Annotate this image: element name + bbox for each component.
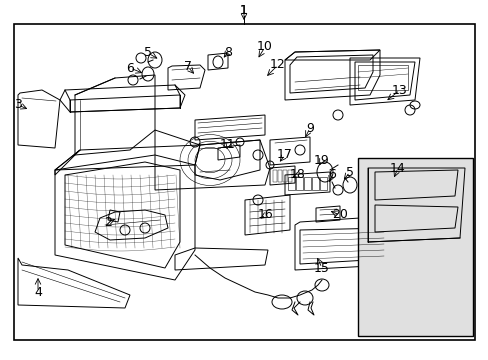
Text: 1: 1 xyxy=(240,4,247,17)
Text: 12: 12 xyxy=(269,58,285,72)
Bar xyxy=(304,177,310,190)
Text: 17: 17 xyxy=(277,148,292,162)
Bar xyxy=(272,170,276,182)
Text: 7: 7 xyxy=(183,60,192,73)
Text: 18: 18 xyxy=(289,168,305,181)
Bar xyxy=(287,170,291,182)
Bar xyxy=(357,158,472,336)
Bar xyxy=(14,24,474,340)
Text: 13: 13 xyxy=(391,84,407,96)
Text: 9: 9 xyxy=(305,122,313,135)
Text: 19: 19 xyxy=(313,153,329,166)
Text: 3: 3 xyxy=(14,99,22,112)
Bar xyxy=(283,170,286,182)
Text: 8: 8 xyxy=(224,45,231,58)
Bar xyxy=(278,170,282,182)
Text: 11: 11 xyxy=(220,139,235,152)
Text: 15: 15 xyxy=(313,261,329,274)
Bar xyxy=(287,177,294,190)
Text: 20: 20 xyxy=(331,208,347,221)
Text: 10: 10 xyxy=(257,40,272,54)
Text: 5: 5 xyxy=(346,166,353,179)
Text: 16: 16 xyxy=(258,208,273,221)
Text: 2: 2 xyxy=(104,216,112,229)
Bar xyxy=(357,65,407,90)
Bar xyxy=(295,177,303,190)
Text: 14: 14 xyxy=(389,162,405,175)
Text: 4: 4 xyxy=(34,285,42,298)
Text: 5: 5 xyxy=(143,46,152,59)
Bar xyxy=(319,177,326,190)
Text: 1: 1 xyxy=(240,4,247,17)
Text: 6: 6 xyxy=(327,168,335,181)
Text: 6: 6 xyxy=(126,62,134,75)
Bar xyxy=(311,177,318,190)
